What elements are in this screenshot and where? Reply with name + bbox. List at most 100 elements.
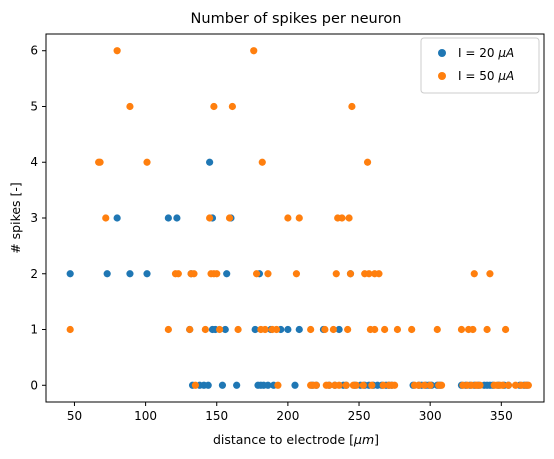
chart-title: Number of spikes per neuron (191, 11, 402, 27)
series-50ua (66, 47, 532, 389)
x-axis-ticks: 50 100 150 200 250 300 350 (67, 402, 513, 423)
data-point (291, 381, 299, 389)
data-point (102, 214, 110, 222)
data-point (173, 214, 181, 222)
data-point (524, 381, 532, 389)
x-tick-label: 300 (419, 409, 442, 423)
data-point (346, 270, 355, 278)
data-point (426, 381, 434, 389)
data-point (295, 325, 303, 334)
data-point (415, 381, 423, 389)
data-point (252, 270, 261, 278)
data-point (261, 325, 269, 334)
data-point (332, 270, 340, 278)
x-tick-label: 150 (205, 409, 228, 423)
y-tick-label: 1 (30, 323, 38, 337)
data-point (251, 325, 259, 334)
legend-entry-50ua: I = 50 μA (438, 69, 514, 83)
legend: I = 20 μA I = 50 μA (420, 37, 540, 94)
data-point (504, 381, 513, 389)
data-point (393, 325, 402, 334)
data-point (321, 325, 329, 334)
data-point (511, 381, 520, 389)
data-point (338, 214, 346, 222)
data-series (66, 47, 532, 389)
data-point (225, 214, 234, 222)
data-point (486, 270, 494, 278)
data-point (348, 102, 356, 111)
data-point (344, 325, 352, 334)
data-point (201, 325, 209, 334)
data-point (272, 325, 281, 334)
data-point (292, 270, 301, 278)
data-point (250, 47, 258, 55)
data-point (126, 270, 134, 278)
data-point (113, 47, 121, 55)
data-point (433, 325, 441, 334)
x-tick-label: 250 (348, 409, 371, 423)
data-point (218, 381, 227, 389)
data-point (437, 381, 446, 389)
data-point (126, 102, 134, 111)
data-point (476, 381, 484, 389)
data-point (96, 158, 104, 166)
y-tick-label: 3 (30, 211, 38, 225)
data-point (469, 325, 477, 334)
data-point (274, 381, 282, 389)
y-tick-label: 4 (30, 155, 38, 169)
data-point (233, 381, 241, 389)
data-point (164, 325, 172, 334)
data-point (329, 325, 338, 334)
data-point (342, 381, 350, 389)
data-point (470, 270, 478, 278)
data-point (284, 214, 292, 222)
x-tick-label: 50 (67, 409, 82, 423)
data-point (345, 214, 353, 222)
data-point (312, 381, 320, 389)
y-tick-label: 2 (30, 267, 38, 281)
data-point (206, 158, 214, 166)
data-point (186, 325, 194, 334)
data-point (391, 381, 399, 389)
x-axis-label-suffix: ] (374, 432, 379, 447)
x-axis-label-prefix: distance to electrode [ (213, 432, 354, 447)
data-point (335, 325, 343, 334)
data-point (113, 214, 121, 222)
legend-entry-20ua: I = 20 μA (438, 46, 514, 60)
legend-label-20ua-prefix: I = 20 (458, 46, 498, 60)
y-axis-label: # spikes [-] (8, 182, 23, 254)
data-point (258, 158, 266, 166)
x-axis-label-unit: μm (353, 432, 374, 447)
legend-label-20ua-unit: μA (497, 46, 514, 60)
data-point (191, 381, 199, 389)
data-point (483, 325, 491, 334)
y-axis-ticks: 0 1 2 3 4 5 6 (30, 44, 46, 392)
data-point (499, 381, 507, 389)
data-point (359, 381, 367, 389)
data-point (457, 325, 466, 334)
data-point (284, 325, 292, 334)
legend-box (420, 37, 540, 94)
data-point (420, 381, 429, 389)
data-point (66, 325, 74, 334)
data-point (164, 214, 172, 222)
data-point (206, 214, 214, 222)
x-tick-label: 350 (490, 409, 513, 423)
x-tick-label: 200 (276, 409, 299, 423)
y-tick-label: 6 (30, 44, 38, 58)
data-point (66, 270, 74, 278)
data-point (103, 270, 111, 278)
y-tick-label: 5 (30, 99, 38, 113)
legend-label-50ua: I = 50 μA (458, 69, 514, 83)
data-point (264, 270, 272, 278)
data-point (501, 325, 510, 334)
data-point (190, 270, 198, 278)
legend-marker-50ua (438, 72, 446, 80)
data-point (264, 381, 272, 389)
x-axis-label: distance to electrode [μm] (213, 432, 379, 447)
data-point (223, 270, 231, 278)
plot-area-frame (45, 33, 545, 403)
data-point (365, 270, 373, 278)
data-point (335, 381, 343, 389)
